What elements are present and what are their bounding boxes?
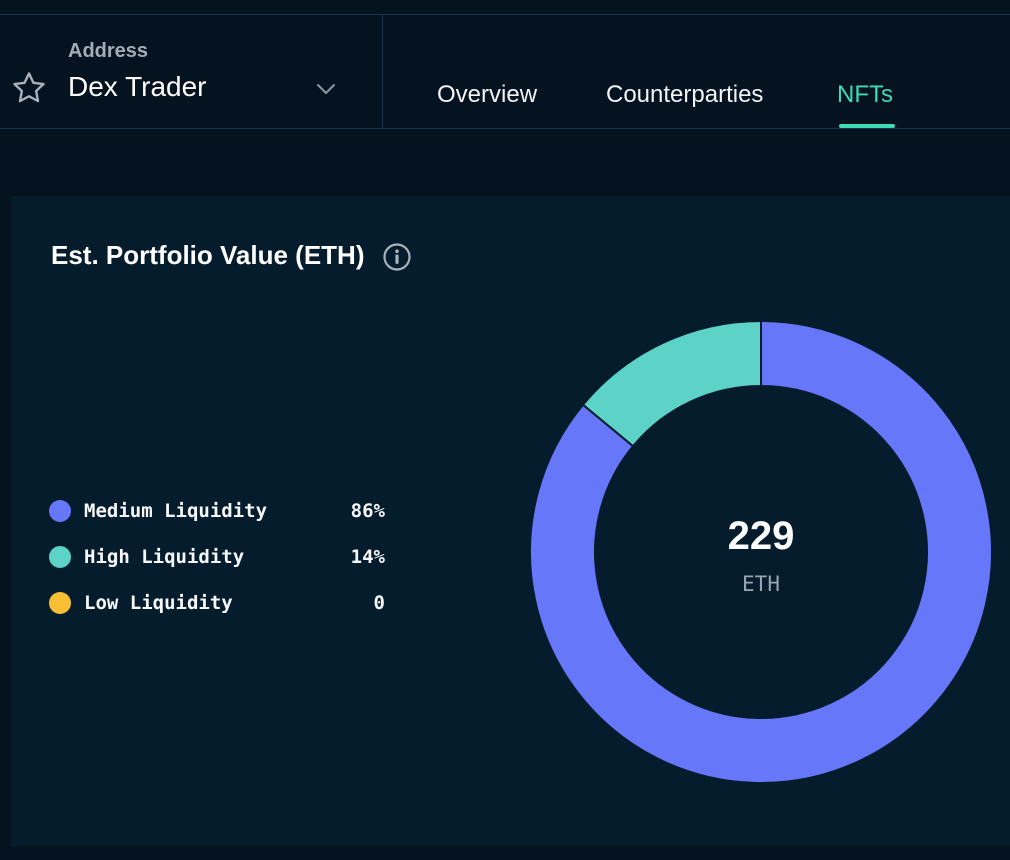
legend-value: 14% (350, 546, 385, 568)
info-icon[interactable] (382, 242, 412, 272)
donut-slice-medium[interactable] (529, 320, 993, 784)
legend-dot-medium (49, 500, 71, 522)
chart-legend: Medium Liquidity 86% High Liquidity 14% … (49, 496, 389, 634)
legend-item: Medium Liquidity 86% (49, 496, 389, 542)
donut-center-value: 229 (727, 514, 795, 558)
donut-center-unit: ETH (742, 572, 780, 596)
tab-nfts[interactable]: NFTs (837, 81, 893, 108)
legend-dot-high (49, 546, 71, 568)
top-strip (0, 0, 1010, 15)
address-name[interactable]: Dex Trader (68, 71, 207, 102)
donut-slice-high[interactable] (581, 320, 762, 448)
tab-overview[interactable]: Overview (437, 81, 538, 108)
card-title: Est. Portfolio Value (ETH) (51, 240, 365, 270)
legend-item: Low Liquidity 0 (49, 588, 389, 634)
tab-bar: Overview Counterparties NFTs (384, 15, 1010, 129)
legend-label: Low Liquidity (84, 592, 233, 614)
address-selector[interactable]: Address Dex Trader (0, 15, 383, 129)
portfolio-card: Est. Portfolio Value (ETH) Medium Liquid… (11, 196, 1010, 846)
address-label: Address (68, 40, 149, 62)
donut-chart (529, 320, 993, 784)
legend-value: 0 (373, 592, 385, 614)
tab-counterparties[interactable]: Counterparties (606, 81, 764, 108)
legend-value: 86% (350, 500, 385, 522)
legend-label: Medium Liquidity (84, 500, 268, 522)
chevron-down-icon[interactable] (314, 79, 338, 99)
legend-dot-low (49, 592, 71, 614)
legend-item: High Liquidity 14% (49, 542, 389, 588)
legend-label: High Liquidity (84, 546, 245, 568)
header: Address Dex Trader Overview Counterparti… (0, 15, 1010, 129)
star-icon[interactable] (10, 69, 48, 107)
active-tab-indicator (839, 124, 895, 128)
